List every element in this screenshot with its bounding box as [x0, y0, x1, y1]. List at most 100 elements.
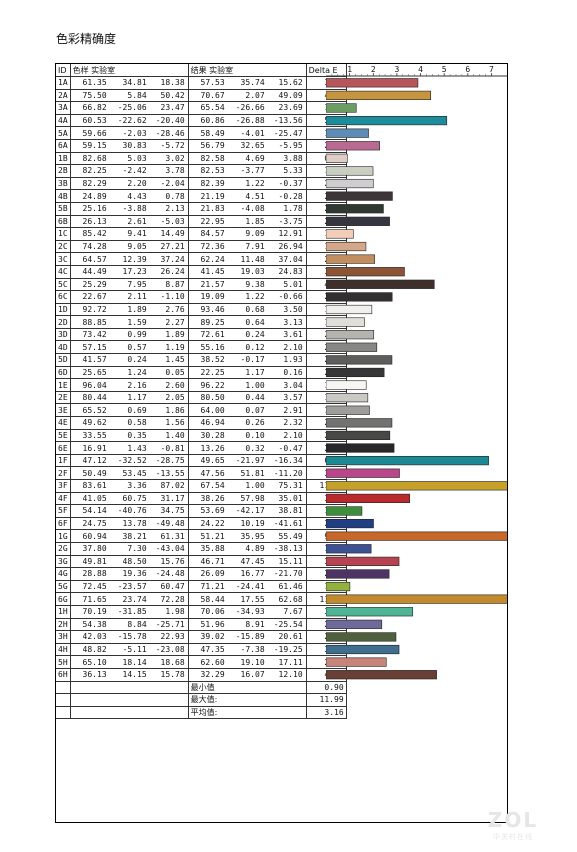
result-lab-l: 46.71: [200, 556, 225, 566]
result-lab-l: 70.06: [200, 607, 225, 617]
result-lab-b: -41.61: [273, 519, 303, 529]
sample-lab-l: 37.80: [82, 544, 107, 554]
sample-lab-l: 73.42: [82, 330, 107, 340]
delta-e-bar: [326, 644, 400, 655]
result-lab-b: 35.01: [278, 493, 303, 503]
sample-lab-b: 26.24: [160, 267, 185, 277]
result-lab-l: 35.88: [200, 544, 225, 554]
delta-e-bar: [326, 78, 419, 88]
result-lab-b: -0.66: [278, 292, 303, 302]
sample-lab-l: 92.72: [82, 304, 107, 314]
sample-lab-a: -2.42: [122, 166, 147, 176]
sample-lab-a: 2.16: [127, 380, 147, 390]
sample-lab-l: 66.82: [82, 103, 107, 113]
result-lab-b: 15.11: [278, 556, 303, 566]
result-lab-b: 3.88: [283, 153, 303, 163]
result-lab-a: 35.95: [240, 531, 265, 541]
sample-lab-a: 9.41: [127, 229, 147, 239]
result-lab-l: 58.44: [200, 594, 225, 604]
sample-lab-l: 61.35: [82, 78, 107, 88]
sample-lab-a: -5.11: [122, 645, 147, 655]
result-lab-l: 80.50: [200, 393, 225, 403]
sample-lab-b: 60.47: [160, 582, 185, 592]
result-lab-l: 26.09: [200, 569, 225, 579]
result-lab-b: 55.49: [278, 531, 303, 541]
sample-lab-cell: 33.55 0.35 1.40: [69, 428, 189, 443]
result-lab-l: 32.29: [200, 670, 225, 680]
result-lab-a: 0.26: [245, 418, 265, 428]
result-lab-a: -3.77: [240, 166, 265, 176]
sample-lab-l: 65.10: [82, 657, 107, 667]
result-lab-l: 89.25: [200, 317, 225, 327]
delta-e-bar: [326, 178, 374, 189]
axis-tick-label: 4: [418, 65, 423, 74]
result-lab-b: 1.78: [283, 204, 303, 214]
result-lab-l: 47.35: [200, 645, 225, 655]
result-lab-cell: 80.50 0.44 3.57: [187, 390, 307, 405]
sample-lab-a: 19.36: [122, 569, 147, 579]
delta-e-bar: [326, 518, 374, 529]
result-lab-b: 5.01: [283, 279, 303, 289]
result-lab-cell: 93.46 0.68 3.50: [187, 302, 307, 317]
sample-lab-b: 50.42: [160, 90, 185, 100]
sample-lab-a: 38.21: [122, 531, 147, 541]
result-lab-a: 4.69: [245, 153, 265, 163]
result-lab-a: 9.09: [245, 229, 265, 239]
sample-lab-b: -13.55: [155, 468, 185, 478]
result-lab-l: 21.57: [200, 279, 225, 289]
result-lab-a: 1.22: [245, 292, 265, 302]
result-lab-b: 3.57: [283, 393, 303, 403]
delta-e-bar: [326, 430, 391, 441]
result-lab-a: 0.64: [245, 317, 265, 327]
sample-lab-a: 34.81: [122, 78, 147, 88]
delta-e-bar: [326, 153, 348, 163]
result-lab-a: 17.55: [240, 594, 265, 604]
result-lab-cell: 62.24 11.48 37.04: [187, 252, 307, 266]
sample-lab-l: 59.66: [82, 128, 107, 138]
result-lab-b: -0.47: [278, 443, 303, 453]
delta-e-bar: [326, 141, 380, 151]
result-lab-b: -0.37: [278, 179, 303, 189]
sample-lab-a: 1.24: [127, 367, 147, 377]
delta-e-bar: [326, 304, 373, 315]
delta-e-bar: [326, 506, 363, 516]
delta-e-bar: [326, 241, 367, 252]
delta-e-bar: [326, 90, 432, 100]
delta-e-bar: [326, 569, 390, 579]
result-lab-l: 21.83: [200, 204, 225, 214]
sample-lab-l: 57.15: [82, 342, 107, 352]
table-frame: [55, 63, 508, 823]
result-lab-l: 24.22: [200, 519, 225, 529]
result-lab-cell: 62.60 19.10 17.11: [187, 655, 307, 669]
sample-lab-a: 60.75: [122, 493, 147, 503]
result-lab-b: 3.61: [283, 330, 303, 340]
sample-lab-b: 37.24: [160, 254, 185, 264]
sample-lab-a: -40.76: [117, 506, 147, 516]
delta-e-bar: [326, 456, 489, 466]
delta-e-bar: [326, 103, 357, 113]
sample-lab-a: 12.39: [122, 254, 147, 264]
result-lab-l: 82.58: [200, 153, 225, 163]
result-lab-b: -25.54: [273, 619, 303, 629]
result-lab-l: 39.02: [200, 632, 225, 642]
result-lab-a: 1.00: [245, 380, 265, 390]
result-lab-l: 60.86: [200, 116, 225, 126]
delta-e-bar: [326, 342, 378, 352]
result-lab-l: 96.22: [200, 380, 225, 390]
result-lab-b: 20.61: [278, 632, 303, 642]
sample-lab-b: 2.27: [165, 317, 185, 327]
sample-lab-a: 0.57: [127, 342, 147, 352]
result-lab-a: -0.17: [240, 355, 265, 365]
result-lab-a: 1.22: [245, 179, 265, 189]
axis-tick-label: 3: [394, 65, 399, 74]
result-lab-l: 65.54: [200, 103, 225, 113]
sample-lab-l: 16.91: [82, 443, 107, 453]
result-lab-a: -15.89: [235, 632, 265, 642]
sample-lab-l: 54.38: [82, 619, 107, 629]
result-lab-a: 47.45: [240, 556, 265, 566]
